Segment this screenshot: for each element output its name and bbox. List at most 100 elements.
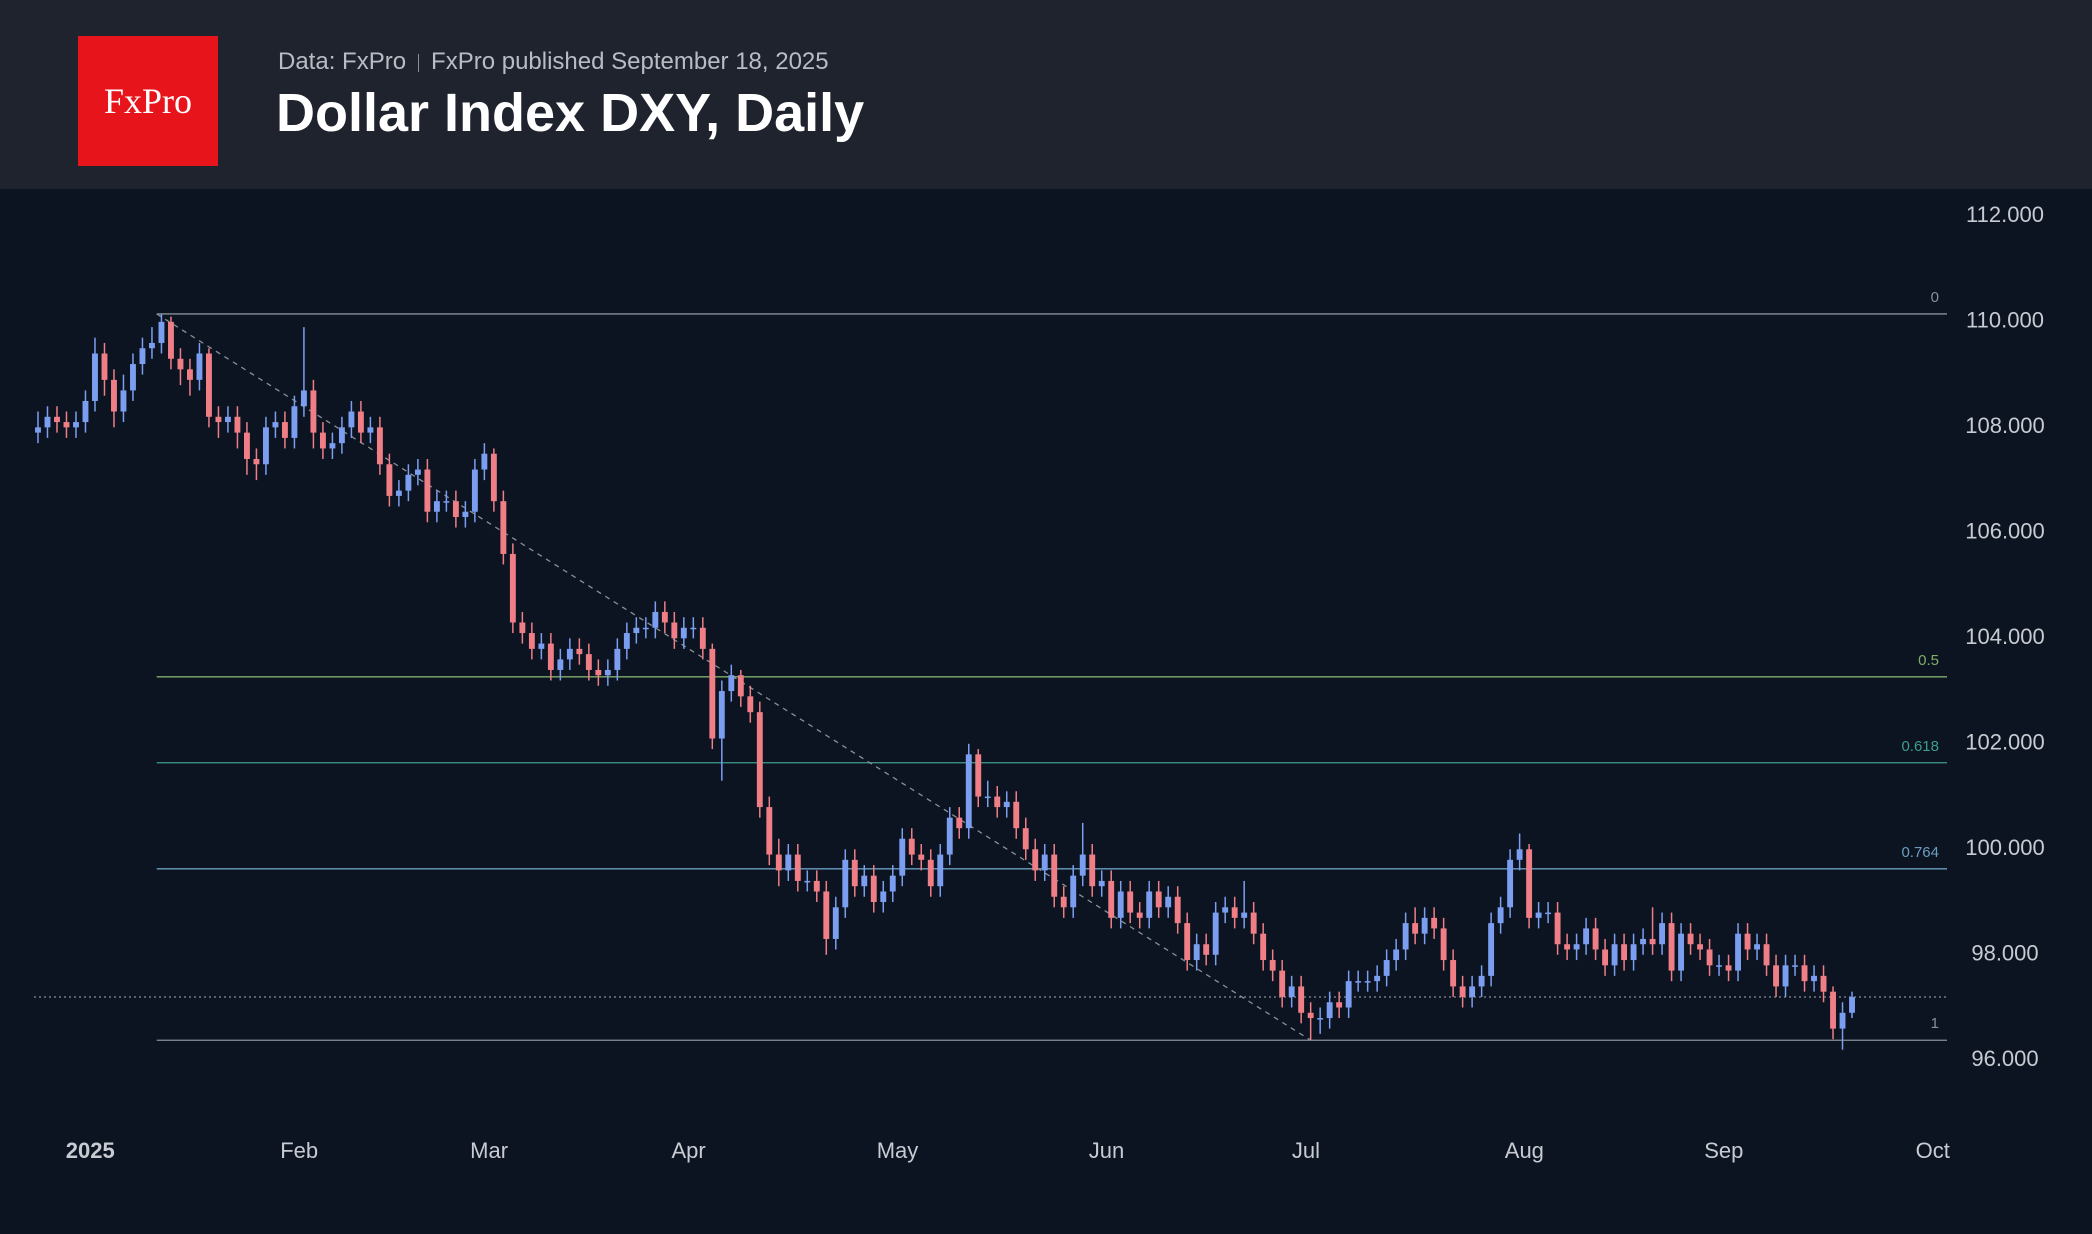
candle-body — [386, 464, 393, 496]
candle-body — [1203, 944, 1210, 955]
candle-body — [1184, 923, 1191, 961]
candle-body — [1497, 907, 1504, 924]
candle-body — [1089, 854, 1096, 887]
candle-body — [1592, 928, 1599, 950]
candle-body — [1231, 907, 1238, 918]
candle-body — [1336, 1002, 1343, 1008]
candle-body — [823, 891, 830, 939]
candle-body — [908, 838, 915, 855]
candle-body — [1317, 1018, 1324, 1020]
candle-body — [1744, 933, 1751, 950]
candle-body — [547, 643, 554, 670]
candle-body — [1393, 949, 1400, 961]
candle-body — [585, 654, 592, 670]
source: Data: FxPro — [278, 48, 407, 75]
y-tick-label: 96.000 — [1971, 1046, 2038, 1071]
candle-body — [1782, 965, 1789, 987]
candle-body — [1288, 986, 1295, 997]
candle-body — [623, 633, 630, 649]
candle-body — [604, 669, 611, 676]
candle-body — [452, 501, 459, 518]
candle-body — [443, 501, 450, 503]
candle-body — [1269, 960, 1276, 971]
candle-body — [206, 353, 212, 417]
candle-body — [1022, 828, 1029, 850]
candle-body — [861, 875, 868, 887]
candle-body — [509, 553, 516, 623]
candle-body — [1687, 933, 1694, 945]
candle-body — [1222, 907, 1229, 913]
candle-body — [1478, 975, 1485, 987]
x-tick-label: Apr — [671, 1138, 705, 1163]
candle-body — [490, 453, 497, 502]
candle-body — [1165, 896, 1172, 908]
candle-body — [35, 427, 41, 433]
candle-body — [851, 859, 858, 887]
candle-body — [528, 633, 535, 649]
candle-body — [1298, 986, 1305, 1013]
candle-body — [794, 854, 801, 881]
candle-body — [1117, 891, 1124, 918]
candle-body — [1801, 965, 1808, 982]
candle-body — [1535, 912, 1542, 918]
candle-body — [1136, 912, 1143, 918]
candle-body — [329, 443, 336, 449]
x-tick-label: Mar — [470, 1138, 508, 1163]
candle-body — [1003, 801, 1010, 808]
candle-body — [1070, 875, 1077, 908]
candle-body — [1193, 944, 1200, 961]
candle-body — [1326, 1002, 1333, 1019]
candle-body — [1450, 960, 1457, 987]
chart-title: Dollar Index DXY, Daily — [276, 83, 865, 143]
candle-body — [395, 490, 402, 496]
published: FxPro published September 18, 2025 — [431, 48, 829, 75]
candle-body — [500, 501, 507, 554]
candle-body — [1716, 965, 1723, 967]
y-tick-label: 104.000 — [1965, 624, 2045, 649]
candle-body — [414, 469, 421, 475]
candle-body — [1754, 944, 1760, 950]
candle-body — [1108, 880, 1115, 918]
candle-body — [338, 427, 345, 444]
candle-body — [671, 622, 678, 639]
candle-body — [462, 511, 469, 518]
candle-body — [1440, 928, 1447, 961]
candle-body — [1725, 965, 1732, 971]
candle-body — [728, 675, 735, 692]
candle-body — [994, 796, 1001, 808]
candle-body — [1839, 1012, 1846, 1029]
candle-body — [281, 422, 288, 438]
candle-body — [1250, 912, 1257, 934]
candle-body — [348, 411, 355, 428]
candle-body — [1811, 975, 1817, 982]
candle-body — [357, 411, 364, 433]
candle-body — [1041, 854, 1048, 871]
candle-body — [804, 880, 811, 883]
candle-body — [842, 859, 849, 908]
y-tick-label: 98.000 — [1971, 941, 2038, 966]
candle-body — [1345, 981, 1352, 1008]
candle-body — [785, 854, 792, 871]
candle-body — [1526, 849, 1533, 918]
candle-body — [196, 353, 203, 380]
candle-body — [975, 754, 982, 797]
candle-body — [899, 838, 906, 876]
candle-body — [1307, 1012, 1314, 1019]
candle-body — [1697, 944, 1704, 950]
candle-body — [1630, 944, 1637, 961]
candle-body — [614, 648, 621, 670]
y-tick-label: 108.000 — [1965, 413, 2045, 438]
candle-body — [1602, 949, 1609, 966]
candle-body — [642, 627, 649, 630]
candle-body — [595, 669, 602, 676]
candle-body — [1678, 933, 1685, 971]
candle-body — [376, 427, 383, 465]
candle-body — [319, 432, 326, 449]
candle-body — [927, 859, 934, 887]
candle-body — [1554, 912, 1561, 945]
candle-body — [1013, 801, 1020, 829]
candle-body — [576, 648, 583, 655]
x-tick-label: Aug — [1505, 1138, 1544, 1163]
candle-body — [756, 712, 763, 808]
candle-body — [367, 427, 374, 433]
